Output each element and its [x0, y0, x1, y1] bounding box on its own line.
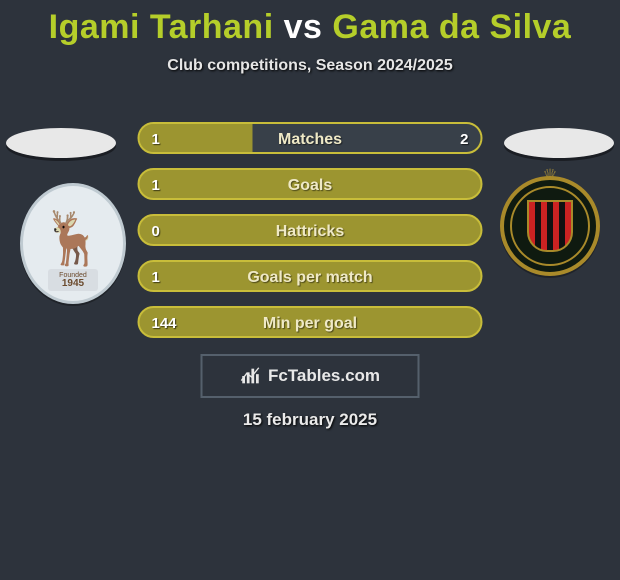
brand-text: FcTables.com	[268, 366, 380, 386]
player1-name: Igami Tarhani	[49, 8, 274, 46]
page-title: Igami Tarhani vs Gama da Silva	[0, 0, 620, 47]
stat-label: Goals	[140, 170, 481, 202]
stat-row-gpm: 1 Goals per match	[138, 260, 483, 292]
avatar-placeholder-left	[6, 128, 116, 158]
stat-label: Min per goal	[140, 308, 481, 340]
club-crest-left: 🦌 Founded 1945	[20, 183, 120, 283]
founded-year: 1945	[62, 279, 84, 289]
stat-label: Hattricks	[140, 216, 481, 248]
stat-label: Matches	[140, 124, 481, 156]
crest-circle	[500, 176, 600, 276]
avatar-placeholder-right	[504, 128, 614, 158]
stats-bars: 1 Matches 2 1 Goals 0 Hattricks 1 Goals …	[138, 122, 483, 352]
brand-box[interactable]: FcTables.com	[201, 354, 420, 398]
club-crest-right: ♕	[500, 176, 600, 276]
vs-label: vs	[284, 8, 323, 46]
crest-ribbon: Founded 1945	[48, 269, 98, 291]
stat-row-matches: 1 Matches 2	[138, 122, 483, 154]
stat-label: Goals per match	[140, 262, 481, 294]
stat-row-mpg: 144 Min per goal	[138, 306, 483, 338]
stag-icon: 🦌	[41, 213, 106, 265]
subtitle: Club competitions, Season 2024/2025	[0, 57, 620, 75]
comparison-card: Igami Tarhani vs Gama da Silva Club comp…	[0, 0, 620, 580]
shield-stripes-icon	[527, 200, 573, 252]
player2-name: Gama da Silva	[332, 8, 571, 46]
date-label: 15 february 2025	[0, 410, 620, 430]
stat-right-value: 2	[460, 124, 468, 156]
stat-row-goals: 1 Goals	[138, 168, 483, 200]
stat-row-hattricks: 0 Hattricks	[138, 214, 483, 246]
bar-chart-icon	[240, 365, 262, 387]
crest-shield: 🦌 Founded 1945	[20, 183, 126, 304]
